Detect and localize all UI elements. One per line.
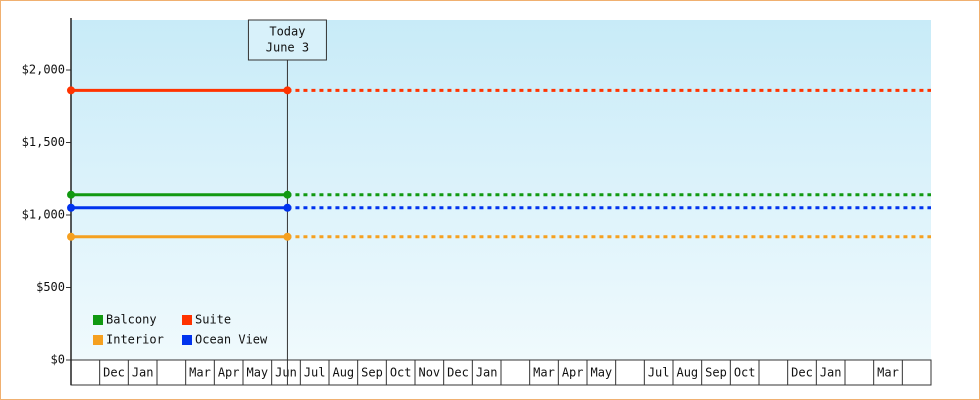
x-tick-label: Dec <box>103 366 125 380</box>
plot-area <box>71 20 931 360</box>
today-label: Today <box>269 25 305 39</box>
y-tick-label: $2,000 <box>22 63 65 77</box>
point <box>283 203 292 212</box>
legend-swatch <box>93 335 103 345</box>
x-tick-label: May <box>246 366 268 380</box>
x-tick-label: Aug <box>332 366 354 380</box>
x-tick-label: Nov <box>418 366 440 380</box>
x-tick-label: Dec <box>791 366 813 380</box>
x-tick-label: Oct <box>390 366 412 380</box>
point <box>67 203 75 212</box>
x-tick-label: Sep <box>705 366 727 380</box>
x-tick-label: Sep <box>361 366 383 380</box>
point <box>283 232 292 241</box>
x-tick-label: Mar <box>189 366 211 380</box>
x-tick-label: Jun <box>275 366 297 380</box>
point <box>283 86 292 95</box>
today-label: June 3 <box>266 41 309 55</box>
y-tick-label: $0 <box>51 353 65 367</box>
y-tick-label: $1,000 <box>22 208 65 222</box>
legend-swatch <box>182 335 192 345</box>
legend-label: Balcony <box>106 313 157 327</box>
x-tick-label: Jan <box>132 366 154 380</box>
x-tick-label: Mar <box>533 366 555 380</box>
legend-label: Suite <box>195 313 231 327</box>
legend-label: Ocean View <box>195 333 268 347</box>
legend-swatch <box>182 315 192 325</box>
x-tick-label: Dec <box>447 366 469 380</box>
x-tick-label: Oct <box>734 366 756 380</box>
today-box <box>247 19 327 61</box>
x-tick-label: May <box>590 366 612 380</box>
x-tick-label: Apr <box>562 366 584 380</box>
x-tick-label: Jan <box>476 366 498 380</box>
x-tick-label: Mar <box>877 366 899 380</box>
x-tick-label: Jul <box>648 366 670 380</box>
x-tick-label: Aug <box>676 366 698 380</box>
legend-swatch <box>93 315 103 325</box>
x-tick-label: Apr <box>218 366 240 380</box>
y-tick-label: $1,500 <box>22 135 65 149</box>
point <box>67 232 75 241</box>
x-tick-label: Jul <box>304 366 326 380</box>
point <box>283 190 292 199</box>
point <box>67 190 75 199</box>
point <box>67 86 75 95</box>
legend-label: Interior <box>106 333 164 347</box>
y-tick-label: $500 <box>36 280 65 294</box>
x-tick-label: Jan <box>820 366 842 380</box>
